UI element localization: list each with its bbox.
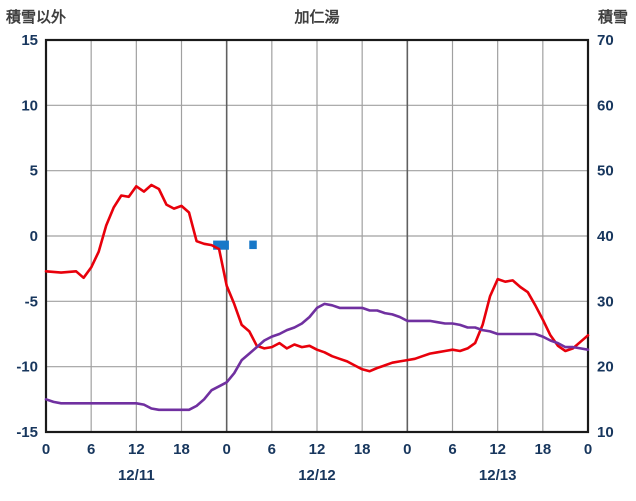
snow_depth-line	[44, 302, 590, 412]
right-axis-tick-label: 10	[597, 424, 614, 441]
x-axis-hour-label: 12	[128, 441, 145, 458]
left-axis-tick-label: 15	[21, 32, 38, 49]
x-axis-date-label: 12/13	[479, 467, 517, 484]
right-axis-tick-label: 40	[597, 228, 614, 245]
right-axis-tick-label: 60	[597, 97, 614, 114]
left-axis-tick-label: -5	[25, 293, 38, 310]
left-axis-tick-label: 5	[30, 163, 38, 180]
x-axis-hour-label: 18	[173, 441, 190, 458]
x-axis-hour-label: 0	[403, 441, 411, 458]
x-axis-date-label: 12/12	[298, 467, 336, 484]
x-axis-hour-label: 0	[222, 441, 230, 458]
x-axis-hour-label: 6	[87, 441, 95, 458]
x-axis-hour-label: 12	[309, 441, 326, 458]
plot-border	[44, 38, 590, 434]
x-axis-hour-label: 0	[42, 441, 50, 458]
left-axis-title: 積雪以外	[6, 9, 67, 26]
x-axis-hour-label: 12	[489, 441, 506, 458]
right-axis-title: 積雪	[597, 9, 628, 26]
x-axis-hour-label: 18	[354, 441, 371, 458]
right-axis-tick-label: 70	[597, 32, 614, 49]
right-axis-tick-label: 20	[597, 359, 614, 376]
x-axis-hour-label: 0	[584, 441, 592, 458]
chart-title: 加仁湯	[294, 9, 340, 26]
x-axis-hour-label: 6	[448, 441, 456, 458]
left-axis-tick-label: 0	[30, 228, 38, 245]
x-axis-hour-label: 18	[534, 441, 551, 458]
snowfall-bar	[213, 240, 229, 250]
snowfall-bar	[249, 240, 257, 250]
left-axis-tick-label: -10	[16, 359, 38, 376]
right-axis-tick-label: 30	[597, 293, 614, 310]
left-axis-tick-label: 10	[21, 97, 38, 114]
right-axis-tick-label: 50	[597, 163, 614, 180]
left-axis-tick-label: -15	[16, 424, 38, 441]
x-axis-date-label: 12/11	[118, 467, 155, 484]
temperature-line	[44, 183, 590, 373]
x-axis-hour-label: 6	[268, 441, 276, 458]
